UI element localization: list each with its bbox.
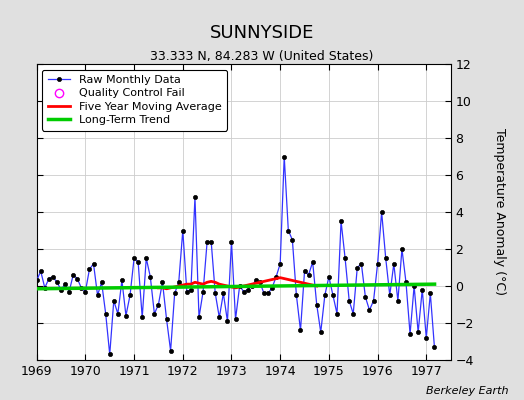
Five Year Moving Average [305,282,312,286]
Five Year Moving Average [176,284,182,288]
Five Year Moving Average [253,281,259,286]
Five Year Moving Average [168,286,174,290]
Raw Monthly Data [131,256,137,261]
Y-axis label: Temperature Anomaly (°C): Temperature Anomaly (°C) [493,128,506,296]
Raw Monthly Data [106,352,113,357]
Five Year Moving Average [155,286,161,290]
Five Year Moving Average [224,284,231,288]
Five Year Moving Average [216,282,223,286]
Five Year Moving Average [261,279,267,284]
Five Year Moving Average [204,280,210,285]
Raw Monthly Data [143,256,149,261]
Five Year Moving Average [281,276,287,281]
Line: Raw Monthly Data: Raw Monthly Data [35,154,436,356]
Raw Monthly Data [34,278,40,283]
Five Year Moving Average [159,286,166,290]
Text: Berkeley Earth: Berkeley Earth [426,386,508,396]
Raw Monthly Data [281,154,287,159]
Five Year Moving Average [200,282,206,286]
Raw Monthly Data [236,284,243,288]
Five Year Moving Average [228,284,235,289]
Five Year Moving Average [289,278,296,283]
Five Year Moving Average [265,278,271,283]
Five Year Moving Average [220,283,226,288]
Line: Five Year Moving Average: Five Year Moving Average [158,278,316,289]
Raw Monthly Data [159,280,166,285]
Text: 33.333 N, 84.283 W (United States): 33.333 N, 84.283 W (United States) [150,50,374,63]
Five Year Moving Average [188,282,194,286]
Legend: Raw Monthly Data, Quality Control Fail, Five Year Moving Average, Long-Term Tren: Raw Monthly Data, Quality Control Fail, … [42,70,227,131]
Five Year Moving Average [180,283,186,288]
Five Year Moving Average [293,279,300,284]
Five Year Moving Average [208,279,214,284]
Five Year Moving Average [313,284,320,288]
Text: SUNNYSIDE: SUNNYSIDE [210,24,314,42]
Five Year Moving Average [285,277,291,282]
Five Year Moving Average [277,275,283,280]
Five Year Moving Average [297,280,303,285]
Raw Monthly Data [354,265,361,270]
Five Year Moving Average [163,286,170,291]
Five Year Moving Average [232,286,238,290]
Raw Monthly Data [431,345,438,350]
Five Year Moving Average [212,280,219,285]
Five Year Moving Average [184,282,190,286]
Five Year Moving Average [269,277,275,282]
Five Year Moving Average [249,282,255,286]
Raw Monthly Data [249,284,255,288]
Five Year Moving Average [196,281,202,286]
Five Year Moving Average [241,284,247,288]
Five Year Moving Average [257,280,263,285]
Five Year Moving Average [192,280,198,285]
Five Year Moving Average [171,284,178,289]
Five Year Moving Average [301,281,308,286]
Five Year Moving Average [273,276,279,281]
Five Year Moving Average [245,283,251,288]
Five Year Moving Average [310,283,316,288]
Five Year Moving Average [236,284,243,289]
